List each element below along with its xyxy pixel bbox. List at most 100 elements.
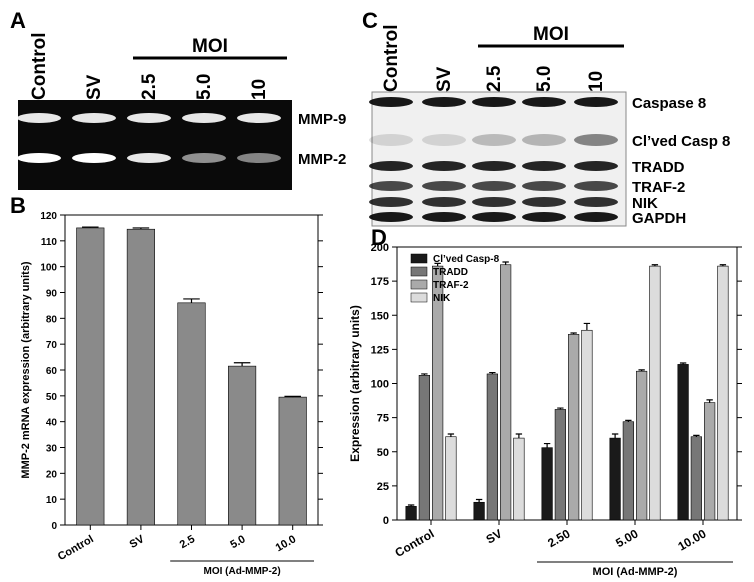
- x-tick-label: 5.0: [228, 533, 247, 551]
- band: [574, 97, 618, 107]
- y-tick-label: 40: [46, 418, 58, 429]
- bar: [76, 227, 105, 526]
- band: [17, 153, 61, 163]
- lane-label: 2.5: [139, 73, 160, 100]
- lane-label: 10: [249, 79, 270, 100]
- band-label: MMP-9: [298, 111, 346, 128]
- band: [422, 97, 466, 107]
- band: [127, 153, 171, 163]
- band: [472, 161, 516, 171]
- y-tick-label: 150: [371, 310, 389, 322]
- band: [369, 181, 413, 191]
- error-bar: [132, 227, 150, 230]
- group-label: MOI: [192, 36, 228, 57]
- legend-label: TRADD: [433, 267, 468, 278]
- lane-label: SV: [84, 74, 105, 100]
- band: [522, 181, 566, 191]
- band: [127, 113, 171, 123]
- error-bar: [638, 369, 645, 372]
- bar: [636, 370, 648, 521]
- band-label: Caspase 8: [632, 95, 706, 112]
- y-axis-label: MMP-2 mRNA expression (arbitrary units): [20, 261, 32, 479]
- band: [237, 113, 281, 123]
- band-label: GAPDH: [632, 210, 686, 227]
- band: [522, 134, 566, 146]
- legend-swatch: [410, 292, 428, 303]
- x-tick-label: 10.0: [274, 533, 299, 554]
- error-bar: [183, 298, 200, 303]
- band: [574, 161, 618, 171]
- band-label: TRADD: [632, 159, 685, 176]
- bar: [649, 265, 661, 521]
- bar: [278, 396, 307, 526]
- band: [369, 134, 413, 146]
- band-label: TRAF-2: [632, 179, 685, 196]
- error-bar: [719, 264, 727, 267]
- band: [574, 181, 618, 191]
- y-tick-label: 100: [371, 379, 389, 391]
- bar: [405, 506, 417, 521]
- y-tick-label: 120: [40, 211, 57, 222]
- y-tick-label: 10: [46, 495, 58, 506]
- x-tick-label: 2.50: [545, 526, 573, 550]
- band-label: MMP-2: [298, 151, 346, 168]
- lane-label: Control: [381, 24, 402, 92]
- panel-label: A: [10, 8, 26, 33]
- lane-label: 5.0: [194, 74, 215, 100]
- error-bar: [570, 332, 577, 335]
- panel-label: D: [371, 225, 387, 250]
- x-tick-label: Control: [393, 526, 437, 559]
- x-axis-label: MOI (Ad-MMP-2): [593, 566, 678, 578]
- error-bar: [407, 504, 415, 507]
- error-bar: [421, 373, 428, 376]
- y-tick-label: 60: [46, 366, 58, 377]
- band: [422, 212, 466, 222]
- group-label: MOI: [533, 24, 569, 45]
- y-tick-label: 0: [51, 521, 57, 532]
- error-bar: [706, 399, 713, 403]
- error-bar: [693, 434, 700, 437]
- y-tick-label: 50: [377, 447, 389, 459]
- bar: [513, 437, 525, 521]
- band-label: NIK: [632, 195, 658, 212]
- band: [422, 134, 466, 146]
- error-bar: [502, 261, 509, 265]
- bar: [581, 329, 593, 521]
- error-bar: [489, 371, 496, 374]
- bar: [554, 409, 566, 521]
- x-axis-label: MOI (Ad-MMP-2): [203, 566, 280, 577]
- bar: [622, 421, 634, 521]
- band: [422, 181, 466, 191]
- y-tick-label: 30: [46, 444, 58, 455]
- band: [369, 97, 413, 107]
- band: [72, 113, 116, 123]
- error-bar: [611, 433, 619, 439]
- lane-label: 2.5: [484, 65, 505, 92]
- band: [522, 212, 566, 222]
- x-tick-label: SV: [128, 533, 147, 551]
- band: [472, 181, 516, 191]
- band: [522, 161, 566, 171]
- bar: [177, 302, 206, 526]
- band: [17, 113, 61, 123]
- band: [72, 153, 116, 163]
- x-tick-label: 5.00: [613, 526, 641, 550]
- lane-label: 5.0: [534, 66, 555, 92]
- x-tick-label: SV: [484, 526, 505, 546]
- legend-label: NIK: [433, 293, 451, 304]
- error-bar: [515, 433, 523, 439]
- band: [574, 212, 618, 222]
- lane-label: SV: [434, 66, 455, 92]
- error-bar: [447, 433, 455, 437]
- x-tick-label: Control: [56, 533, 96, 563]
- lane-label: Control: [29, 32, 50, 100]
- band: [574, 197, 618, 207]
- bar: [500, 264, 512, 521]
- error-bar: [625, 419, 632, 422]
- y-tick-label: 100: [40, 263, 57, 274]
- legend-swatch: [410, 279, 428, 290]
- band: [182, 153, 226, 163]
- band: [237, 153, 281, 163]
- bar: [704, 402, 716, 521]
